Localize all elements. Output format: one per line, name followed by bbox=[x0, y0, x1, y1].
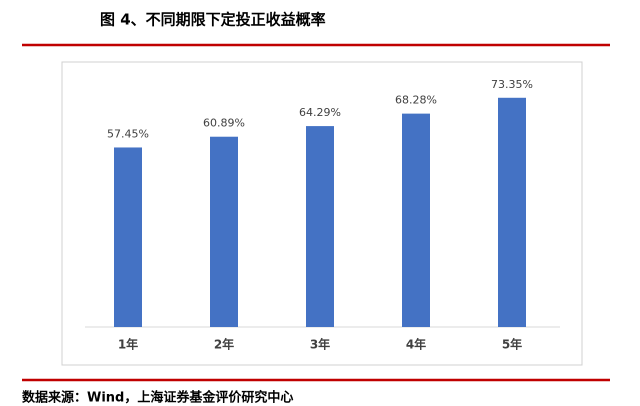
bar bbox=[498, 97, 526, 327]
value-label: 68.28% bbox=[395, 94, 437, 107]
bar bbox=[306, 126, 334, 327]
x-tick-label: 4年 bbox=[406, 337, 426, 352]
value-label: 64.29% bbox=[299, 106, 341, 119]
x-tick-label: 1年 bbox=[118, 337, 138, 352]
bar bbox=[210, 136, 238, 327]
value-label: 60.89% bbox=[203, 117, 245, 130]
x-tick-label: 2年 bbox=[214, 337, 234, 352]
bar bbox=[402, 113, 430, 327]
x-tick-label: 5年 bbox=[502, 337, 522, 352]
figure-title: 图 4、不同期限下定投正收益概率 bbox=[100, 11, 326, 29]
value-label: 73.35% bbox=[491, 78, 533, 91]
x-tick-label: 3年 bbox=[310, 337, 330, 352]
bar bbox=[114, 147, 142, 327]
source-note: 数据来源：Wind，上海证券基金评价研究中心 bbox=[22, 390, 293, 406]
value-label: 57.45% bbox=[107, 127, 149, 140]
chart-frame bbox=[61, 61, 583, 366]
